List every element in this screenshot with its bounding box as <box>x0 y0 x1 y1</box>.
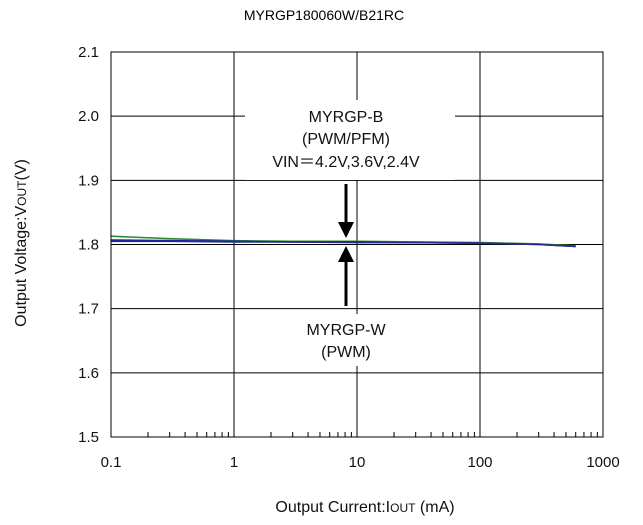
series-line-3 <box>111 240 576 248</box>
annotation-lower-line-2: (PWM) <box>321 344 371 361</box>
y-tick-labels: 1.5 1.6 1.7 1.8 1.9 2.0 2.1 <box>78 44 99 446</box>
x-tick-label: 10 <box>349 454 366 471</box>
annotation-lower-line-1: MYRGP-W <box>306 322 386 339</box>
x-axis-label-unit: (mA) <box>415 499 454 516</box>
y-tick-label: 1.5 <box>78 429 99 446</box>
annotation-upper-line-1: MYRGP-B <box>309 109 384 126</box>
y-tick-label: 1.6 <box>78 365 99 382</box>
y-axis-label: Output Voltage:VOUT(V) <box>13 159 30 327</box>
y-tick-label: 2.1 <box>78 44 99 61</box>
x-axis-label-main: Output Current:I <box>275 499 390 516</box>
y-axis-label-unit: (V) <box>13 159 30 180</box>
chart-title: MYRGP180060W/B21RC <box>244 7 404 23</box>
x-tick-labels: 0.1 1 10 100 1000 <box>101 454 620 471</box>
y-tick-label: 1.8 <box>78 237 99 254</box>
y-tick-label: 1.7 <box>78 301 99 318</box>
x-axis-label-sub: OUT <box>390 501 416 515</box>
x-tick-label: 100 <box>467 454 492 471</box>
series-group <box>110 235 576 248</box>
arrow-down-head <box>338 222 354 238</box>
y-tick-label: 1.9 <box>78 172 99 189</box>
y-axis-label-main: Output Voltage:V <box>13 206 30 327</box>
annotation-upper-line-3: VIN＝4.2V,3.6V,2.4V <box>272 154 420 171</box>
plot-frame <box>110 51 604 438</box>
x-axis-label: Output Current:IOUT (mA) <box>275 499 454 516</box>
x-tick-label: 1000 <box>586 454 619 471</box>
annotation-lower-bg <box>285 314 407 366</box>
annotation-upper-bg <box>245 100 455 180</box>
annotation-upper-line-2: (PWM/PFM) <box>302 131 390 148</box>
arrow-up-head <box>338 246 354 262</box>
x-tick-label: 1 <box>230 454 238 471</box>
y-tick-label: 2.0 <box>78 108 99 125</box>
y-axis-label-sub: OUT <box>15 180 29 206</box>
x-tick-label: 0.1 <box>101 454 122 471</box>
